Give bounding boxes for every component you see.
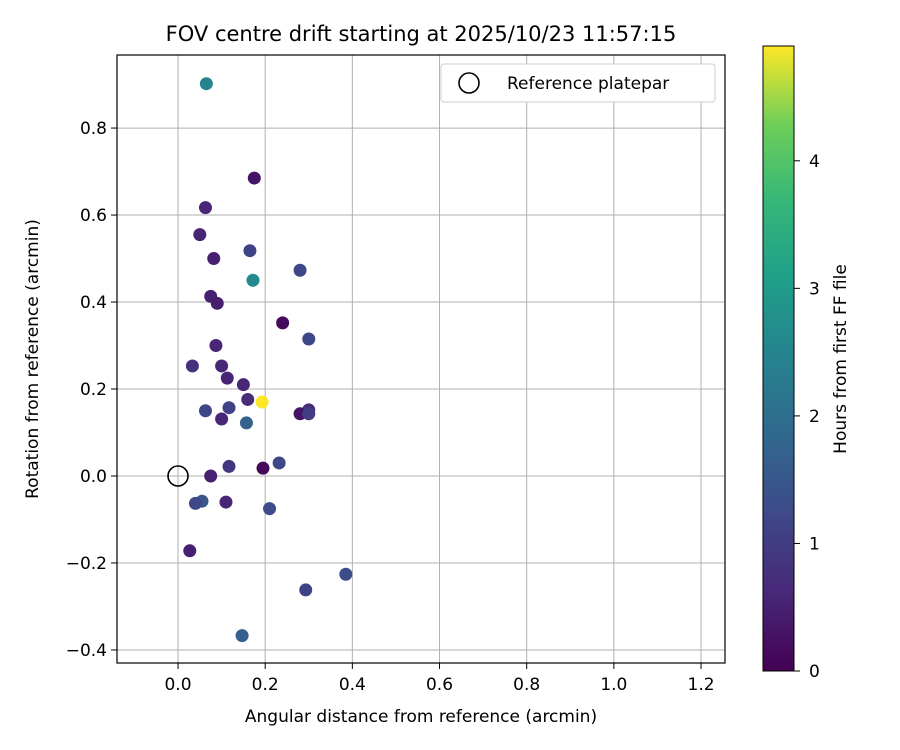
data-point [215, 359, 229, 373]
data-point [339, 567, 353, 581]
data-point [246, 273, 260, 287]
data-point [272, 456, 286, 470]
data-point [209, 339, 223, 353]
data-point [302, 332, 316, 346]
x-tick-label: 0.2 [252, 675, 279, 695]
y-axis-label: Rotation from reference (arcmin) [23, 219, 43, 499]
data-point [198, 404, 212, 418]
scatter-points [183, 77, 353, 643]
x-tick-label: 1.0 [600, 675, 627, 695]
y-tick-label: −0.4 [66, 641, 107, 661]
colorbar-tick-label: 3 [809, 279, 820, 299]
data-point [241, 392, 255, 406]
data-point [185, 359, 199, 373]
data-point [198, 201, 212, 215]
colorbar: 0 1 2 3 4 Hours from first FF file [762, 45, 851, 682]
colorbar-tick-label: 1 [809, 534, 820, 554]
reference-marker [167, 465, 189, 487]
y-tick-label: 0.2 [80, 380, 107, 400]
x-tick-label: 0.8 [513, 675, 540, 695]
x-axis-label: Angular distance from reference (arcmin) [245, 707, 597, 727]
data-point [236, 378, 250, 392]
data-point [220, 371, 234, 385]
y-tick-label: 0.0 [80, 467, 107, 487]
data-point [302, 407, 316, 421]
data-point [193, 228, 207, 242]
legend-label: Reference platepar [507, 74, 669, 94]
data-point [207, 252, 221, 266]
data-point [199, 77, 213, 91]
y-axis-ticks: −0.4 −0.2 0.0 0.2 0.4 0.6 0.8 [66, 119, 117, 661]
data-point [276, 316, 290, 330]
x-axis-ticks: 0.0 0.2 0.4 0.6 0.8 1.0 1.2 [164, 663, 715, 695]
data-point [239, 416, 253, 430]
colorbar-label: Hours from first FF file [831, 264, 851, 454]
x-tick-label: 1.2 [688, 675, 715, 695]
x-tick-label: 0.4 [339, 675, 366, 695]
legend-marker [458, 72, 480, 94]
data-point [256, 461, 270, 475]
grid [117, 55, 725, 663]
data-point [210, 296, 224, 310]
colorbar-tick-label: 0 [809, 662, 820, 682]
y-tick-label: 0.8 [80, 119, 107, 139]
plot-frame [116, 54, 726, 664]
chart-title: FOV centre drift starting at 2025/10/23 … [166, 22, 677, 46]
data-point [247, 171, 261, 185]
data-point [188, 496, 202, 510]
legend-box [440, 63, 716, 103]
data-point [299, 583, 313, 597]
colorbar-tick-label: 4 [809, 152, 820, 172]
data-point [263, 502, 277, 516]
colorbar-gradient [762, 45, 795, 672]
legend: Reference platepar [440, 63, 716, 103]
data-point [243, 244, 257, 258]
data-point [235, 629, 249, 643]
x-tick-label: 0.0 [164, 675, 191, 695]
y-tick-label: 0.4 [80, 293, 107, 313]
data-point [183, 544, 197, 558]
y-tick-label: 0.6 [80, 206, 107, 226]
data-point [204, 469, 218, 483]
colorbar-ticks: 0 1 2 3 4 [794, 152, 820, 682]
x-tick-label: 0.6 [426, 675, 453, 695]
data-point [215, 412, 229, 426]
data-point [222, 459, 236, 473]
colorbar-tick-label: 2 [809, 407, 820, 427]
data-point [255, 395, 269, 409]
y-tick-label: −0.2 [66, 554, 107, 574]
data-point [293, 263, 307, 277]
data-point [219, 495, 233, 509]
data-point [222, 401, 236, 415]
